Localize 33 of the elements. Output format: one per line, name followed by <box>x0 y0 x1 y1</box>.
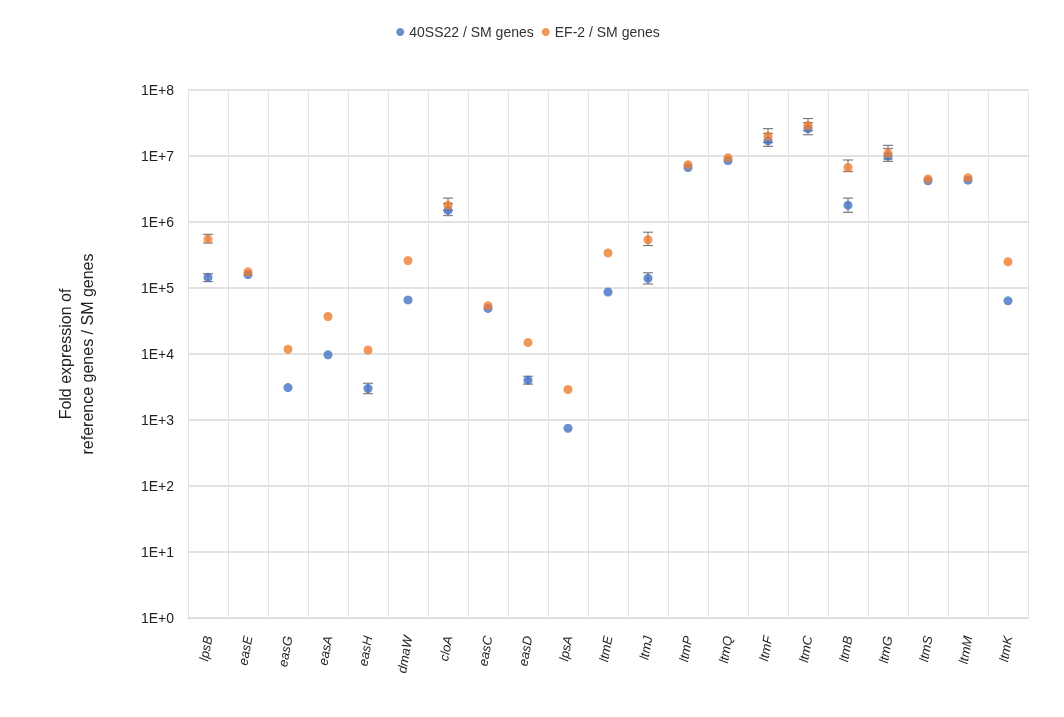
x-tick-label: ltmQ <box>715 634 736 665</box>
y-tick-label: 1E+6 <box>140 214 175 230</box>
x-tick-label: easE <box>235 634 256 667</box>
x-tick-label: lpsB <box>196 634 216 663</box>
y-axis-title: Fold expression of reference genes / SM genes <box>56 253 96 455</box>
x-tick-label: easG <box>275 634 296 668</box>
y-tick-label: 1E+1 <box>140 544 175 560</box>
x-tick-label: ltmS <box>916 634 936 663</box>
y-tick-label: 1E+3 <box>140 412 175 428</box>
x-tick-label: lpsA <box>556 634 576 663</box>
x-tick-label: easA <box>315 634 336 667</box>
x-tick-label: ltmB <box>836 634 856 663</box>
x-tick-label: ltmK <box>996 633 1016 663</box>
x-tick-label: dmaW <box>394 633 416 675</box>
x-tick-label: ltmP <box>676 634 696 663</box>
legend-label: EF-2 / SM genes <box>554 24 660 40</box>
x-tick-label: ltmJ <box>636 634 656 661</box>
y-tick-label: 1E+4 <box>140 346 175 362</box>
x-tick-label: ltmE <box>596 634 616 663</box>
x-tick-label: ltmF <box>756 633 776 663</box>
y-tick-label: 1E+0 <box>140 610 175 626</box>
legend-label: 40SS22 / SM genes <box>409 24 534 40</box>
y-tick-label: 1E+8 <box>140 82 175 98</box>
y-tick-label: 1E+7 <box>140 148 175 164</box>
x-tick-label: easD <box>515 634 536 668</box>
y-tick-label: 1E+5 <box>140 280 175 296</box>
x-tick-label: easH <box>355 634 376 668</box>
x-tick-label: easC <box>475 634 496 668</box>
y-tick-label: 1E+2 <box>140 478 175 494</box>
x-tick-label: ltmC <box>795 634 816 664</box>
x-tick-label: cloA <box>436 634 456 663</box>
x-tick-label: ltmG <box>875 634 896 665</box>
x-tick-label: ltmM <box>955 634 976 666</box>
